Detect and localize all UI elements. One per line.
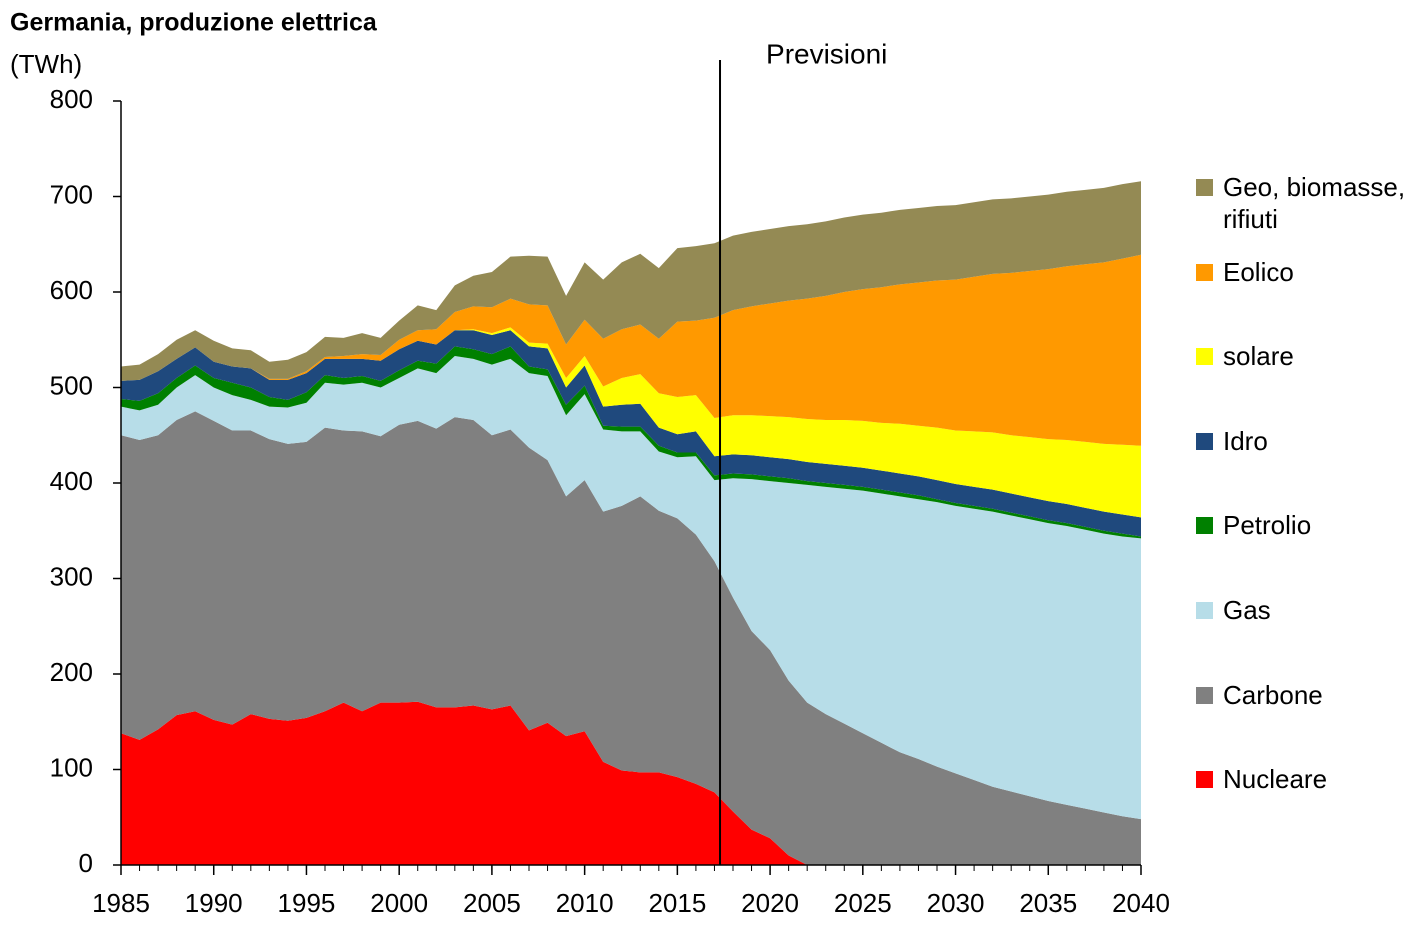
chart-title: Germania, produzione elettrica	[10, 9, 378, 37]
legend-label: Petrolio	[1223, 510, 1312, 541]
y-tick-label: 700	[50, 179, 93, 209]
x-tick-label: 2005	[463, 888, 521, 918]
y-tick-label: 300	[50, 561, 93, 591]
y-tick-label: 500	[50, 370, 93, 400]
area	[121, 411, 1141, 865]
legend-label: solare	[1223, 341, 1294, 372]
legend-swatch	[1196, 179, 1213, 196]
y-tick-label: 0	[79, 848, 93, 878]
legend-swatch	[1196, 263, 1213, 281]
legend-swatch	[1196, 517, 1213, 535]
legend-item: solare	[1196, 340, 1416, 372]
legend-label: Gas	[1223, 595, 1271, 625]
x-tick-label: 2015	[648, 888, 706, 918]
legend-swatch	[1196, 686, 1213, 704]
legend-label: Idro	[1223, 425, 1268, 456]
area	[121, 355, 1141, 820]
x-tick-label: 2025	[834, 888, 892, 918]
legend-label: Geo, biomasse, rifiuti	[1223, 172, 1406, 234]
x-tick-label: 2030	[927, 888, 985, 918]
y-tick-label: 400	[50, 466, 93, 496]
legend-item: Idro	[1196, 425, 1416, 457]
x-tick-label: 1995	[278, 888, 336, 918]
y-tick-label: 200	[50, 657, 93, 687]
x-tick-label: 2010	[556, 888, 614, 918]
area	[121, 701, 1141, 865]
area	[121, 330, 1141, 537]
legend-item: Gas	[1196, 594, 1416, 626]
legend-item: Carbone	[1196, 679, 1416, 711]
legend-label: Eolico	[1223, 256, 1294, 287]
legend-swatch	[1196, 348, 1213, 366]
x-tick-label: 2020	[741, 888, 799, 918]
area	[121, 254, 1141, 446]
legend-label: Carbone	[1223, 679, 1323, 710]
legend-item: Eolico	[1196, 256, 1416, 288]
legend-swatch	[1196, 432, 1213, 450]
x-tick-label: 2040	[1112, 888, 1170, 918]
legend-swatch	[1196, 602, 1213, 619]
x-tick-label: 1985	[92, 888, 150, 918]
area	[121, 327, 1141, 518]
legend-item: Geo, biomasse, rifiuti	[1196, 171, 1416, 235]
legend-item: Petrolio	[1196, 509, 1416, 541]
y-axis-label: (TWh)	[10, 49, 82, 79]
y-tick-label: 100	[50, 752, 93, 782]
y-tick-label: 800	[50, 84, 93, 114]
legend-item: Nucleare	[1196, 763, 1416, 795]
area	[121, 181, 1141, 381]
legend-label: Nucleare	[1223, 764, 1328, 795]
y-tick-label: 600	[50, 275, 93, 305]
annotation: Previsioni	[766, 38, 887, 69]
x-tick-label: 2035	[1019, 888, 1077, 918]
area	[121, 346, 1141, 539]
x-tick-label: 2000	[370, 888, 428, 918]
legend-swatch	[1196, 771, 1213, 789]
x-tick-label: 1990	[185, 888, 243, 918]
